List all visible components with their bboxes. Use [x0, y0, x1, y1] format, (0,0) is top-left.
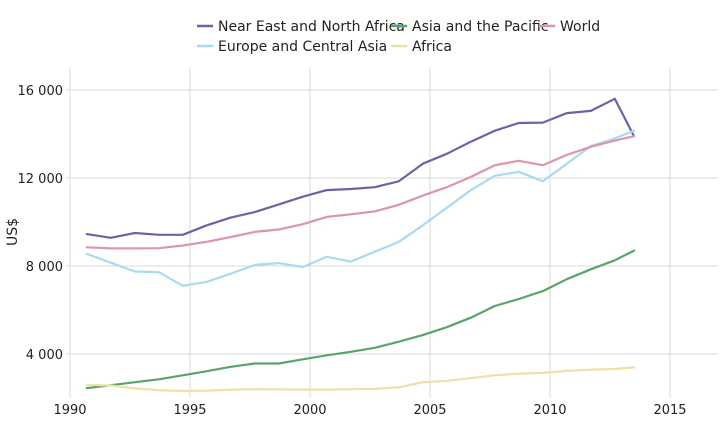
y-tick-label: 16 000	[18, 84, 64, 99]
legend-item-asia-and-the-pacific: Asia and the Pacific	[391, 19, 549, 35]
x-axis-ticks: 1990 1995 2000 2005 2010 2015	[53, 403, 686, 418]
series-line-europe-and-central-asia	[85, 129, 636, 287]
x-tick-label: 1990	[53, 403, 86, 418]
series-line-africa	[85, 366, 636, 393]
legend-label: Europe and Central Asia	[218, 39, 387, 55]
x-tick-label: 2010	[533, 403, 566, 418]
legend-label: Near East and North Africa	[218, 19, 405, 35]
x-tick-label: 2005	[413, 403, 446, 418]
legend: Near East and North Africa Asia and the P…	[197, 19, 600, 55]
legend-label: Africa	[412, 39, 452, 55]
series-line-near-east-and-north-africa	[85, 97, 636, 239]
legend-item-europe-and-central-asia: Europe and Central Asia	[197, 39, 387, 55]
y-tick-label: 4 000	[26, 348, 63, 363]
y-axis-title: US$	[5, 218, 21, 246]
legend-label: World	[560, 19, 600, 35]
series-line-world	[85, 135, 636, 250]
y-tick-label: 12 000	[18, 172, 64, 187]
x-tick-label: 2015	[653, 403, 686, 418]
legend-item-near-east-and-north-africa: Near East and North Africa	[197, 19, 405, 35]
series-line-asia-and-the-pacific	[85, 249, 636, 390]
y-axis-ticks: 4 000 8 000 12 000 16 000	[18, 84, 64, 363]
y-tick-label: 8 000	[26, 260, 63, 275]
legend-item-africa: Africa	[391, 39, 452, 55]
grid	[66, 68, 718, 398]
series-lines	[85, 97, 636, 393]
x-tick-label: 2000	[293, 403, 326, 418]
legend-label: Asia and the Pacific	[412, 19, 549, 35]
x-tick-label: 1995	[173, 403, 206, 418]
legend-item-world: World	[539, 19, 600, 35]
